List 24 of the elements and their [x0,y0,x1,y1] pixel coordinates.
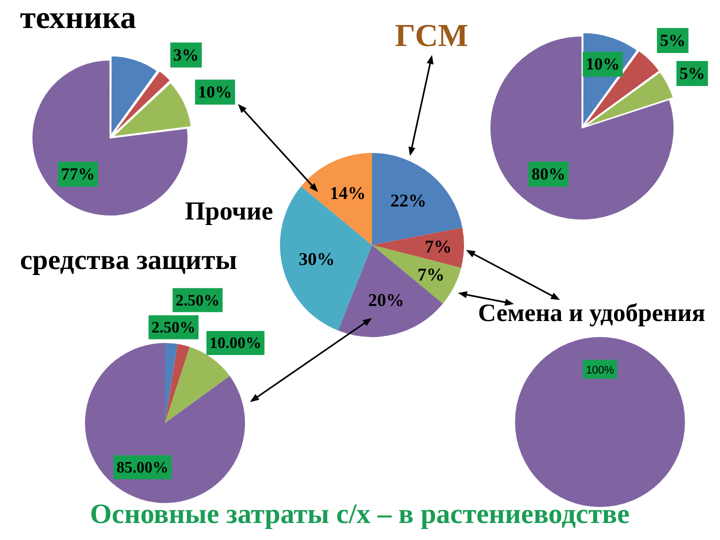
chart-title: техника [20,0,136,36]
data-label: 10% [586,54,620,74]
data-label: 3% [173,45,199,64]
data-label: 77% [61,164,96,184]
slice-label: Прочие [184,196,274,226]
data-label: 30% [298,248,335,269]
data-label: 10.00% [209,335,262,352]
text: Основные затраты с/х – в растениеводстве [90,499,630,531]
data-label: 20% [368,290,404,310]
data-label: 2.50% [152,319,196,336]
chart-title: ГСМ [395,17,468,54]
data-label: 80% [531,164,566,184]
data-label: 22% [390,190,426,211]
data-label: 7% [424,236,452,257]
data-label: 14% [330,183,366,204]
data-label: 10% [198,82,232,102]
data-label: 5% [679,64,705,83]
data-label: 85.00% [116,459,168,476]
data-label: 2.50% [176,292,220,310]
data-label: 100% [586,364,614,376]
chart-title: Семена и удобрения [478,300,706,328]
data-label: 5% [660,30,686,50]
chart-title: средства защиты [20,245,238,277]
data-label: 7% [418,264,445,285]
